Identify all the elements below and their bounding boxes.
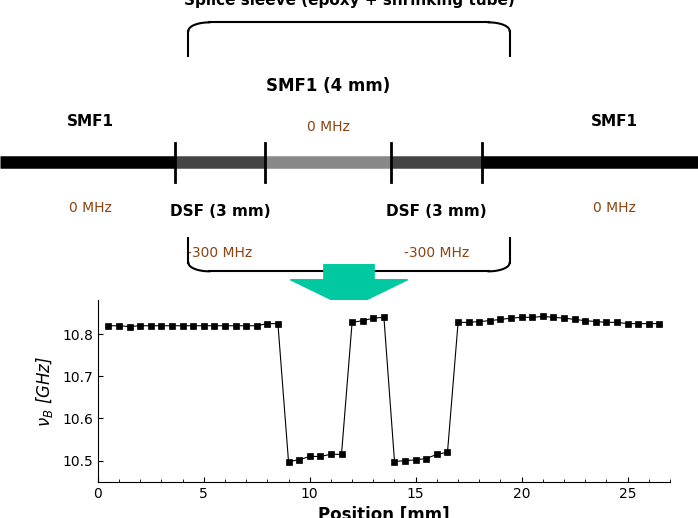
- Text: Splice sleeve (epoxy + shrinking tube): Splice sleeve (epoxy + shrinking tube): [184, 0, 514, 8]
- FancyArrow shape: [290, 264, 408, 308]
- Y-axis label: $\nu_B$ [GHz]: $\nu_B$ [GHz]: [34, 355, 55, 427]
- Text: 0 MHz: 0 MHz: [593, 202, 636, 215]
- Text: SMF1: SMF1: [67, 113, 114, 128]
- Text: DSF (3 mm): DSF (3 mm): [386, 204, 487, 219]
- Text: 0 MHz: 0 MHz: [69, 202, 112, 215]
- X-axis label: Position [mm]: Position [mm]: [318, 506, 450, 518]
- Text: 0 MHz: 0 MHz: [306, 120, 350, 134]
- Text: -300 MHz: -300 MHz: [403, 246, 469, 260]
- Text: SMF1: SMF1: [591, 113, 638, 128]
- Text: SMF1 (4 mm): SMF1 (4 mm): [266, 77, 390, 95]
- Text: DSF (3 mm): DSF (3 mm): [170, 204, 270, 219]
- Text: -300 MHz: -300 MHz: [187, 246, 253, 260]
